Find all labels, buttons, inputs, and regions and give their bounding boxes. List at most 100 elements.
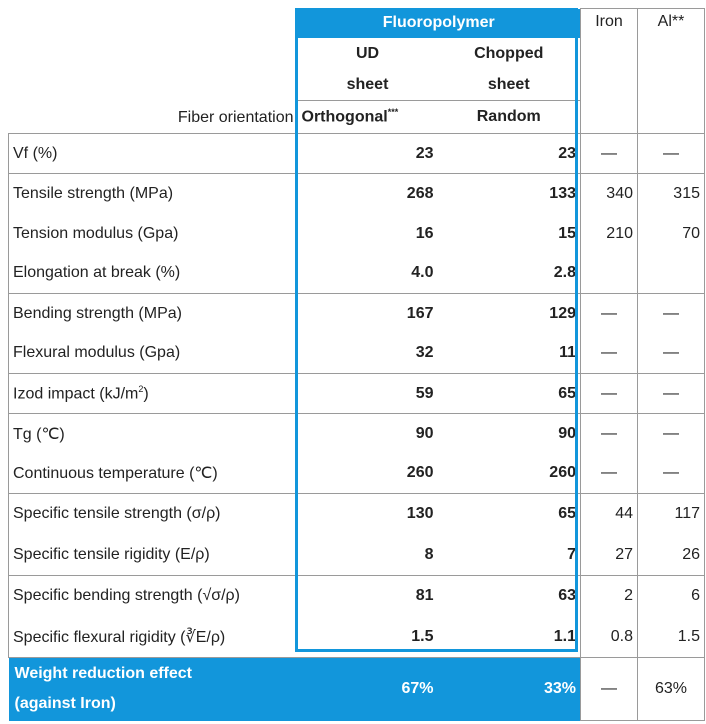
cell: 130 xyxy=(406,505,434,523)
iron-header: Iron xyxy=(580,8,638,134)
total-cell: 33% xyxy=(437,657,581,721)
row-label: Izod impact (kJ/m2) xyxy=(8,373,298,414)
fiber-orientation: Fiber orientation xyxy=(177,109,294,126)
cell: — xyxy=(580,293,638,334)
cell: 1.5 xyxy=(297,616,438,658)
row: Specific tensile strength (σ/ρ) 130 65 44 11… xyxy=(8,493,705,535)
label-tail: ) xyxy=(143,385,149,403)
cell: — xyxy=(637,133,705,174)
cell: — xyxy=(580,133,638,174)
cell: — xyxy=(637,373,705,414)
cell xyxy=(637,253,705,294)
ud-orientation: Orthogonal*** xyxy=(298,101,438,134)
al-header: Al** xyxy=(637,8,705,134)
cell: 6 xyxy=(637,575,705,617)
cell: 65 xyxy=(558,505,576,523)
row-label: Tg (℃) xyxy=(8,413,298,454)
sup: *** xyxy=(387,107,399,118)
cell: 23 xyxy=(297,133,438,174)
row: Specific bending strength (√σ/ρ) 81 63 2 6 xyxy=(8,575,705,617)
chopped-orientation: Random xyxy=(476,108,541,125)
cell: 90 xyxy=(415,424,434,442)
cell: 15 xyxy=(558,224,576,242)
table: Fiber orientation Fluoropolymer Iron Al*… xyxy=(8,8,705,721)
row-label: Specific flexural rigidity (∛E/ρ) xyxy=(8,616,298,658)
row: Bending strength (MPa) 167 129— — xyxy=(8,293,705,334)
total-row: Weight reduction effect (against Iron) 67… xyxy=(8,657,705,721)
ud-header: UD sheet xyxy=(297,37,438,101)
cell: 0.8 xyxy=(580,616,638,658)
cell: 4.0 xyxy=(297,253,438,294)
cell: 133 xyxy=(549,184,576,202)
ud-text: UD sheet xyxy=(346,44,389,93)
total-label: Weight reduction effect (against Iron) xyxy=(8,657,298,721)
cell: 1.1 xyxy=(437,616,581,658)
row-label: Tension modulus (Gpa) xyxy=(8,213,298,254)
total-cell: 63% xyxy=(637,657,705,721)
chopped-header: Chopped sheet xyxy=(437,37,581,101)
cell: — xyxy=(637,293,705,334)
row: Continuous temperature (℃) 260 260— — xyxy=(8,453,705,494)
total-cell: — xyxy=(580,657,638,721)
cell: 117 xyxy=(637,493,705,535)
row: Specific tensile rigidity (E/ρ) 8 7 27 26 xyxy=(8,534,705,576)
cell: 26 xyxy=(637,534,705,576)
row-label: Specific tensile rigidity (E/ρ) xyxy=(8,534,298,576)
row: Vf (%) 23 23— — xyxy=(8,133,705,174)
cell: 32 xyxy=(297,333,438,374)
cell: 70 xyxy=(637,213,705,254)
sup: 2 xyxy=(138,383,144,394)
cell: 44 xyxy=(580,493,638,535)
cell: 8 xyxy=(297,534,438,576)
cell: 11 xyxy=(437,333,581,374)
total-label-text: Weight reduction effect (against Iron) xyxy=(14,665,193,713)
ud-orientation-text: Orthogonal xyxy=(301,108,388,126)
table-wrap: Fiber orientation Fluoropolymer Iron Al*… xyxy=(8,8,705,721)
cell: 16 xyxy=(415,224,434,242)
cell: 63 xyxy=(558,587,576,605)
label-text: Izod impact (kJ/m xyxy=(13,385,139,403)
cell: 315 xyxy=(637,173,705,214)
cell: 1.5 xyxy=(637,616,705,658)
row: Tensile strength (MPa) 268 133 340 315 xyxy=(8,173,705,214)
cell: — xyxy=(637,333,705,374)
row: Specific flexural rigidity (∛E/ρ) 1.5 1.1 0… xyxy=(8,616,705,658)
cell: 210 xyxy=(580,213,638,254)
cell: 2 xyxy=(580,575,638,617)
cell: — xyxy=(637,413,705,454)
row-label: Bending strength (MPa) xyxy=(8,293,298,334)
cell: — xyxy=(637,453,705,494)
cell: — xyxy=(580,453,638,494)
cell: 23 xyxy=(437,133,581,174)
cell: 260 xyxy=(437,453,581,494)
cell: 340 xyxy=(580,173,638,214)
cell: — xyxy=(580,373,638,414)
row: Izod impact (kJ/m2) 59 65— — xyxy=(8,373,705,414)
row: Tg (℃) 90 90— — xyxy=(8,413,705,454)
row-label: Flexural modulus (Gpa) xyxy=(8,333,298,374)
group-header: Fluoropolymer xyxy=(297,8,581,38)
row-label: Tensile strength (MPa) xyxy=(8,173,298,214)
row-label: Vf (%) xyxy=(8,133,298,174)
total-cell: 67% xyxy=(297,657,438,721)
cell: — xyxy=(580,333,638,374)
cell: — xyxy=(580,413,638,454)
cell: 27 xyxy=(580,534,638,576)
chopped-text: Chopped sheet xyxy=(474,44,544,93)
row-label: Specific tensile strength (σ/ρ) xyxy=(8,493,298,535)
cell: 81 xyxy=(415,587,434,605)
cell: 90 xyxy=(558,424,576,442)
row: Tension modulus (Gpa) 16 15 210 70 xyxy=(8,213,705,254)
row-label: Continuous temperature (℃) xyxy=(8,453,298,494)
cell: 7 xyxy=(437,534,581,576)
row-label: Specific bending strength (√σ/ρ) xyxy=(8,575,298,617)
cell xyxy=(580,253,638,294)
cell: 65 xyxy=(437,373,581,414)
cell: 2.8 xyxy=(437,253,581,294)
cell: 268 xyxy=(406,184,434,202)
cell: 129 xyxy=(549,304,576,322)
cell: 59 xyxy=(297,373,438,414)
cell: 167 xyxy=(406,304,434,322)
row-label: Elongation at break (%) xyxy=(8,253,298,294)
